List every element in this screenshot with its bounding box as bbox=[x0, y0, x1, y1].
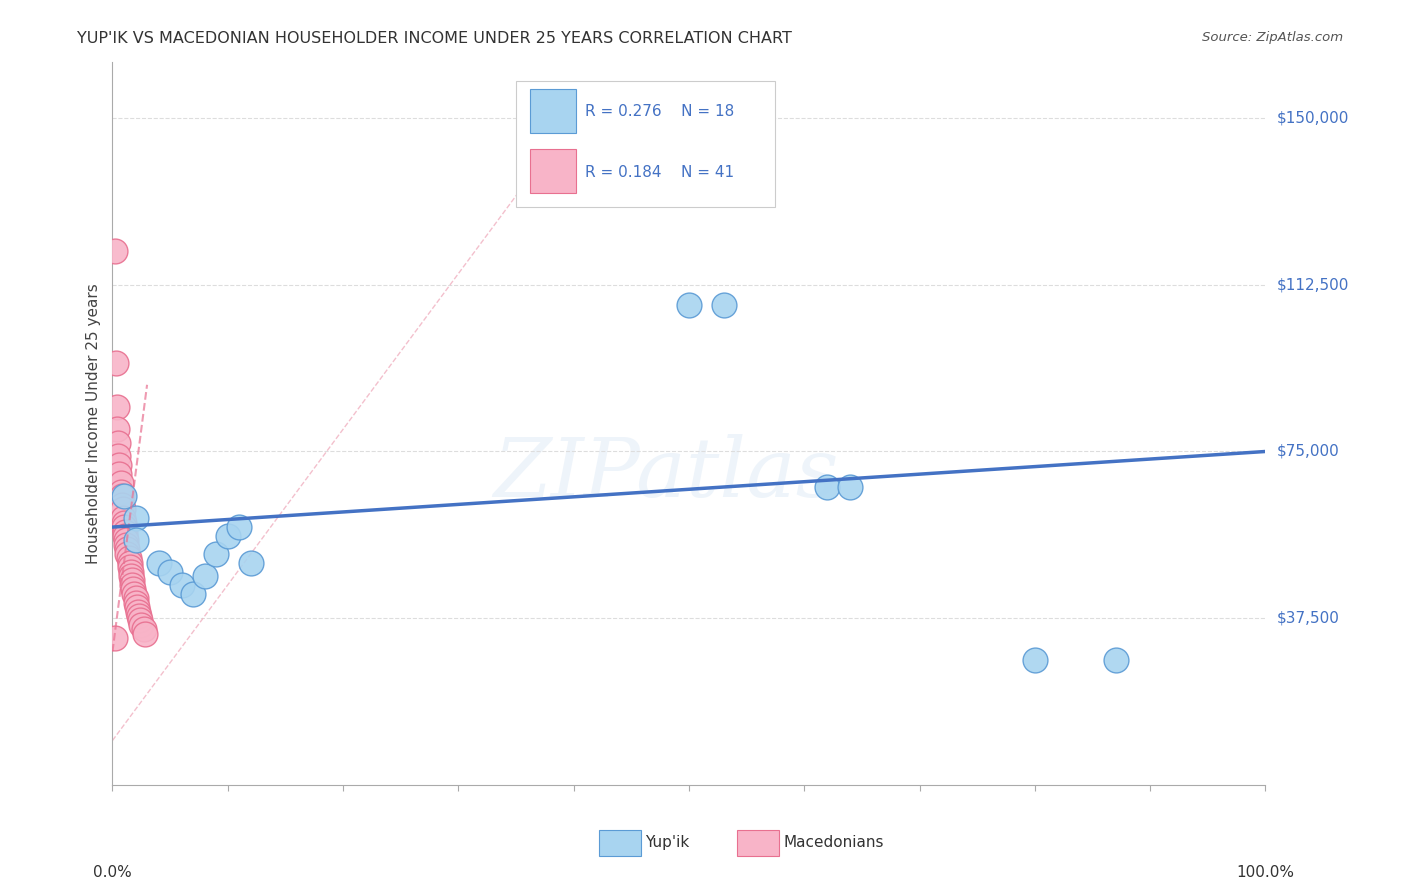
Point bbox=[108, 467, 131, 481]
Point bbox=[128, 609, 150, 624]
Point bbox=[110, 475, 132, 490]
Text: YUP'IK VS MACEDONIAN HOUSEHOLDER INCOME UNDER 25 YEARS CORRELATION CHART: YUP'IK VS MACEDONIAN HOUSEHOLDER INCOME … bbox=[77, 31, 792, 46]
Point bbox=[181, 587, 204, 601]
Point bbox=[239, 556, 262, 570]
Point bbox=[124, 533, 146, 548]
Point bbox=[678, 298, 700, 312]
Point bbox=[839, 480, 862, 494]
Point bbox=[104, 355, 127, 369]
Point bbox=[217, 529, 239, 543]
Point bbox=[114, 529, 136, 543]
Point bbox=[118, 560, 141, 574]
Point bbox=[111, 511, 134, 525]
Point bbox=[117, 542, 139, 557]
Point bbox=[124, 511, 146, 525]
Point bbox=[127, 605, 149, 619]
Point bbox=[111, 502, 134, 516]
Point bbox=[129, 614, 152, 628]
Point bbox=[148, 556, 170, 570]
Text: $150,000: $150,000 bbox=[1277, 111, 1348, 126]
Point bbox=[110, 484, 132, 499]
Point bbox=[108, 458, 131, 472]
Point bbox=[815, 480, 838, 494]
Text: 0.0%: 0.0% bbox=[93, 865, 132, 880]
Point bbox=[159, 565, 181, 579]
Point bbox=[124, 587, 146, 601]
Point bbox=[104, 244, 127, 259]
Point bbox=[117, 547, 139, 561]
Point bbox=[120, 569, 142, 583]
Text: Source: ZipAtlas.com: Source: ZipAtlas.com bbox=[1202, 31, 1343, 45]
Point bbox=[111, 498, 134, 512]
Text: R = 0.276    N = 18: R = 0.276 N = 18 bbox=[585, 104, 734, 119]
Point bbox=[170, 578, 193, 592]
Y-axis label: Householder Income Under 25 years: Householder Income Under 25 years bbox=[86, 284, 101, 564]
Point bbox=[134, 627, 156, 641]
Point bbox=[112, 520, 135, 534]
FancyBboxPatch shape bbox=[530, 149, 576, 194]
Point bbox=[107, 435, 129, 450]
Text: Macedonians: Macedonians bbox=[783, 835, 884, 850]
Point bbox=[124, 596, 146, 610]
Point bbox=[1104, 653, 1126, 667]
FancyBboxPatch shape bbox=[530, 89, 576, 133]
Point bbox=[125, 600, 148, 615]
Point bbox=[107, 449, 129, 463]
Point bbox=[129, 618, 153, 632]
Point bbox=[132, 623, 155, 637]
Point bbox=[205, 547, 228, 561]
Text: $112,500: $112,500 bbox=[1277, 277, 1348, 293]
Point bbox=[114, 524, 136, 539]
Point bbox=[120, 565, 142, 579]
Text: 100.0%: 100.0% bbox=[1236, 865, 1295, 880]
FancyBboxPatch shape bbox=[516, 80, 776, 207]
Point bbox=[1024, 653, 1046, 667]
Point bbox=[115, 533, 138, 548]
Point bbox=[117, 551, 139, 566]
Point bbox=[121, 578, 143, 592]
FancyBboxPatch shape bbox=[737, 830, 779, 855]
Point bbox=[112, 516, 135, 530]
Point bbox=[112, 489, 135, 503]
Text: ZIPatlas: ZIPatlas bbox=[494, 434, 838, 515]
Point bbox=[121, 574, 143, 588]
Point bbox=[115, 538, 138, 552]
Point bbox=[122, 582, 145, 597]
Point bbox=[228, 520, 250, 534]
Point bbox=[105, 422, 128, 436]
Text: Yup'ik: Yup'ik bbox=[645, 835, 689, 850]
Text: $37,500: $37,500 bbox=[1277, 611, 1340, 625]
Point bbox=[124, 591, 146, 606]
Point bbox=[118, 556, 141, 570]
Point bbox=[194, 569, 217, 583]
Point bbox=[105, 400, 128, 414]
Point bbox=[713, 298, 735, 312]
Text: $75,000: $75,000 bbox=[1277, 444, 1340, 459]
Text: R = 0.184    N = 41: R = 0.184 N = 41 bbox=[585, 165, 734, 180]
Point bbox=[104, 632, 127, 646]
FancyBboxPatch shape bbox=[599, 830, 641, 855]
Point bbox=[111, 489, 134, 503]
